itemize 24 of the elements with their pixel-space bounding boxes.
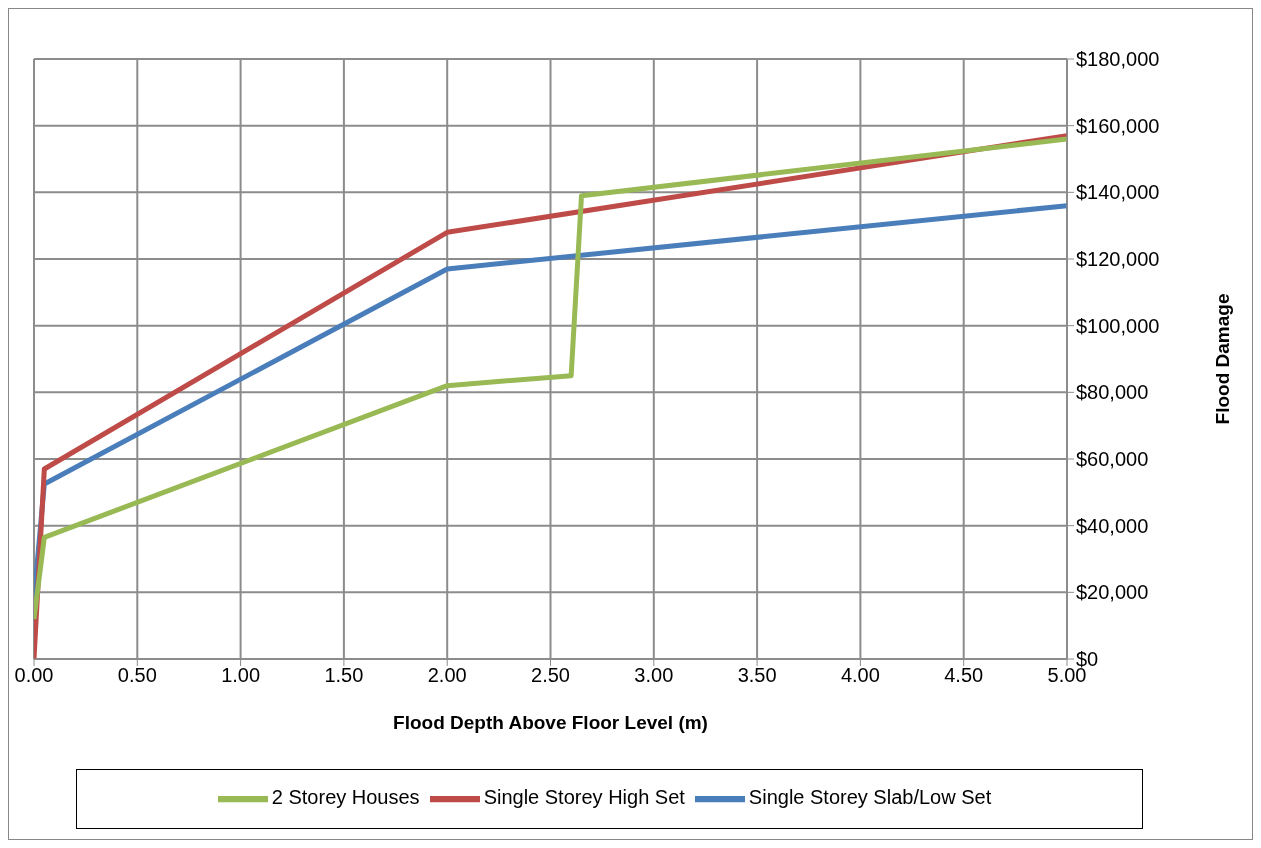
x-tick-label: 4.50: [944, 664, 984, 687]
x-tick-label: 2.00: [427, 664, 467, 687]
y-tick-label: $40,000: [1076, 514, 1149, 537]
x-tick-label: 1.50: [324, 664, 364, 687]
legend-label: Single Storey High Set: [483, 786, 685, 809]
y-tick-label: $20,000: [1076, 581, 1149, 604]
y-axis-title: Flood Damage: [1211, 293, 1233, 425]
y-tick-label: $180,000: [1076, 48, 1160, 71]
y-tick-label: $160,000: [1076, 114, 1160, 137]
y-tick-label: $100,000: [1076, 314, 1160, 337]
x-tick-label: 2.50: [531, 664, 570, 687]
y-tick-label: $80,000: [1076, 381, 1149, 404]
x-tick-label: 1.00: [221, 664, 261, 687]
x-tick-label: 4.00: [840, 664, 880, 687]
x-tick-label: 3.50: [737, 664, 777, 687]
y-tick-label: $120,000: [1076, 248, 1160, 271]
y-tick-label: $60,000: [1076, 448, 1149, 471]
x-tick-label: 0.00: [14, 664, 54, 687]
legend-label: Single Storey Slab/Low Set: [748, 786, 992, 809]
x-axis-title: Flood Depth Above Floor Level (m): [393, 712, 708, 733]
x-tick-label: 0.50: [117, 664, 157, 687]
legend-label: 2 Storey Houses: [271, 786, 420, 809]
x-tick-label: 3.00: [634, 664, 674, 687]
y-tick-label: $140,000: [1076, 181, 1160, 204]
